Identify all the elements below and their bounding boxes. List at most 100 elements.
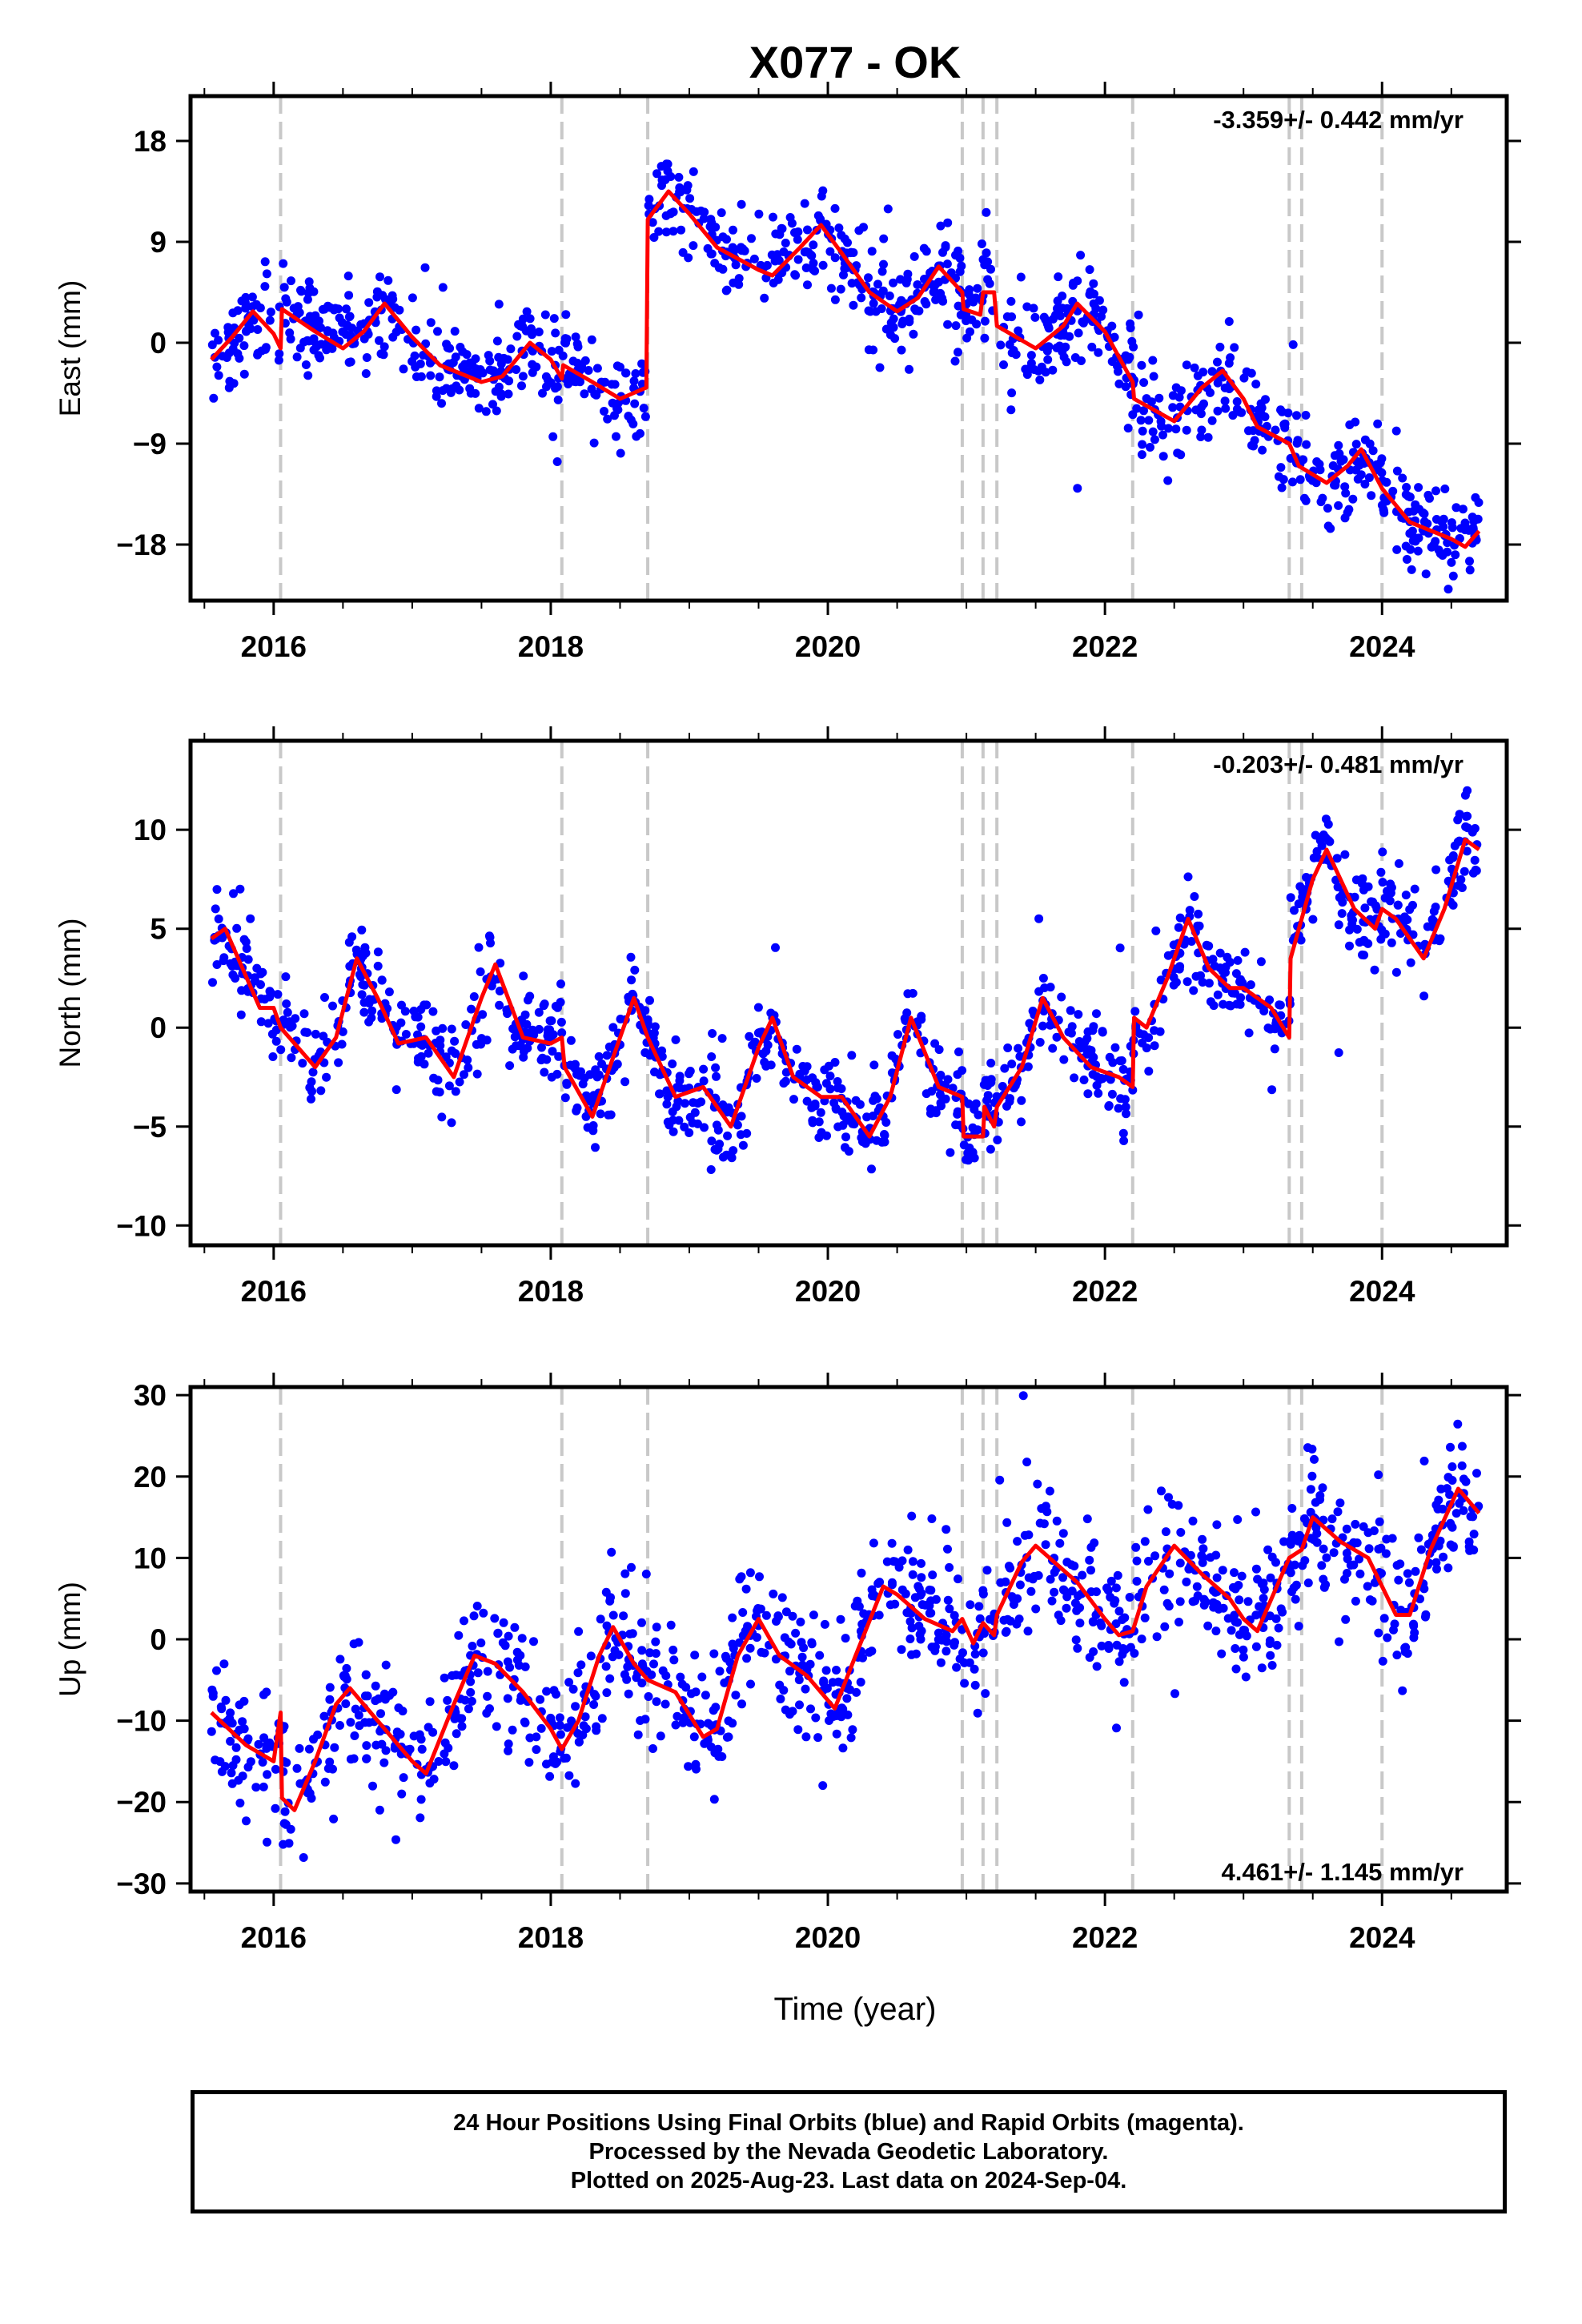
east-data-point xyxy=(262,269,271,279)
east-data-point xyxy=(1158,430,1167,440)
north-data-point xyxy=(1391,967,1401,977)
east-data-point xyxy=(1182,425,1191,435)
east-data-point xyxy=(1114,379,1124,388)
up-data-point xyxy=(936,1658,946,1667)
up-data-point xyxy=(605,1674,615,1683)
up-data-point xyxy=(1006,1563,1015,1573)
east-data-point xyxy=(954,348,962,357)
east-x-tick-label: 2024 xyxy=(1349,630,1415,663)
up-data-point xyxy=(1243,1597,1253,1606)
up-data-point xyxy=(1191,1596,1199,1606)
north-data-point xyxy=(286,1023,295,1032)
east-data-point xyxy=(1367,491,1376,501)
up-data-point xyxy=(1230,1568,1239,1578)
up-data-point xyxy=(776,1695,785,1703)
east-data-point xyxy=(334,304,343,314)
east-data-point xyxy=(305,283,315,293)
east-data-point xyxy=(1377,468,1387,477)
up-data-point xyxy=(1340,1574,1349,1584)
up-data-point xyxy=(1132,1556,1142,1566)
north-data-point xyxy=(771,943,780,952)
east-data-point xyxy=(492,406,501,416)
up-data-point xyxy=(910,1593,920,1602)
up-data-point xyxy=(498,1638,508,1647)
up-data-point xyxy=(1375,1517,1384,1526)
east-data-point xyxy=(426,318,436,328)
up-data-point xyxy=(1110,1598,1119,1608)
east-y-tick-label: 9 xyxy=(150,226,167,259)
east-data-point xyxy=(359,334,369,344)
east-data-point xyxy=(1134,310,1143,320)
north-data-point xyxy=(1419,991,1429,1001)
up-data-point xyxy=(416,1813,425,1823)
east-data-point xyxy=(214,371,223,380)
north-data-point xyxy=(283,1007,292,1017)
east-data-point xyxy=(873,279,882,289)
north-data-point xyxy=(409,1007,419,1015)
north-step-lines xyxy=(279,741,1384,1245)
north-data-point xyxy=(1118,1064,1128,1074)
up-data-point xyxy=(1318,1483,1327,1493)
up-data-point xyxy=(713,1744,723,1754)
north-data-point xyxy=(760,1057,769,1067)
up-data-point xyxy=(676,1672,685,1682)
up-x-tick-label: 2022 xyxy=(1072,1921,1138,1954)
north-data-point xyxy=(474,943,484,952)
north-data-point xyxy=(287,1053,296,1063)
north-data-point xyxy=(401,1030,411,1039)
north-data-point xyxy=(472,1039,481,1049)
east-data-point xyxy=(1364,473,1374,482)
up-data-point xyxy=(1351,1596,1360,1606)
east-data-point xyxy=(809,240,818,250)
up-data-point xyxy=(1242,1631,1251,1641)
east-data-point xyxy=(1379,508,1389,517)
north-data-point xyxy=(1082,1049,1092,1059)
north-data-point xyxy=(239,935,249,944)
up-data-point xyxy=(1274,1623,1283,1633)
north-data-point xyxy=(881,1118,891,1127)
up-data-point xyxy=(806,1704,815,1714)
east-data-point xyxy=(1451,550,1460,560)
east-data-point xyxy=(584,366,593,375)
east-data-point xyxy=(1007,388,1017,398)
up-data-point xyxy=(226,1708,235,1718)
north-data-point xyxy=(843,1112,853,1122)
up-data-point xyxy=(555,1713,564,1723)
east-data-point xyxy=(1163,476,1173,485)
north-data-point xyxy=(657,1051,667,1061)
north-data-point xyxy=(1139,1030,1149,1039)
up-data-point xyxy=(691,1687,701,1697)
north-data-point xyxy=(1385,896,1395,906)
up-data-point xyxy=(838,1743,848,1753)
up-data-point xyxy=(1400,1647,1410,1657)
north-data-point xyxy=(303,1027,312,1037)
east-data-point xyxy=(229,379,239,388)
up-data-point xyxy=(549,1686,559,1695)
east-data-point xyxy=(1351,417,1360,427)
up-data-point xyxy=(981,1689,990,1699)
north-data-point xyxy=(825,1072,835,1081)
north-data-point xyxy=(472,1069,482,1079)
east-data-point xyxy=(1193,371,1203,380)
up-data-point xyxy=(452,1729,461,1739)
north-data-point xyxy=(1363,882,1373,891)
east-data-point xyxy=(1213,406,1223,416)
east-data-point xyxy=(1258,445,1267,455)
up-data-point xyxy=(1390,1619,1399,1629)
north-data-point xyxy=(1034,914,1044,923)
east-data-point xyxy=(551,328,560,338)
east-data-point xyxy=(631,369,640,378)
up-data-point xyxy=(226,1736,235,1746)
east-data-point xyxy=(541,372,551,381)
up-data-point xyxy=(490,1614,500,1623)
up-data-point xyxy=(466,1687,476,1697)
north-data-point xyxy=(758,1049,768,1059)
east-data-point xyxy=(869,345,878,355)
north-data-point xyxy=(816,1108,825,1117)
east-data-point xyxy=(592,364,602,373)
up-data-point xyxy=(529,1637,538,1647)
up-data-point xyxy=(641,1570,651,1578)
up-data-point xyxy=(1198,1534,1207,1544)
up-data-point xyxy=(586,1651,596,1661)
up-data-point xyxy=(648,1744,657,1753)
